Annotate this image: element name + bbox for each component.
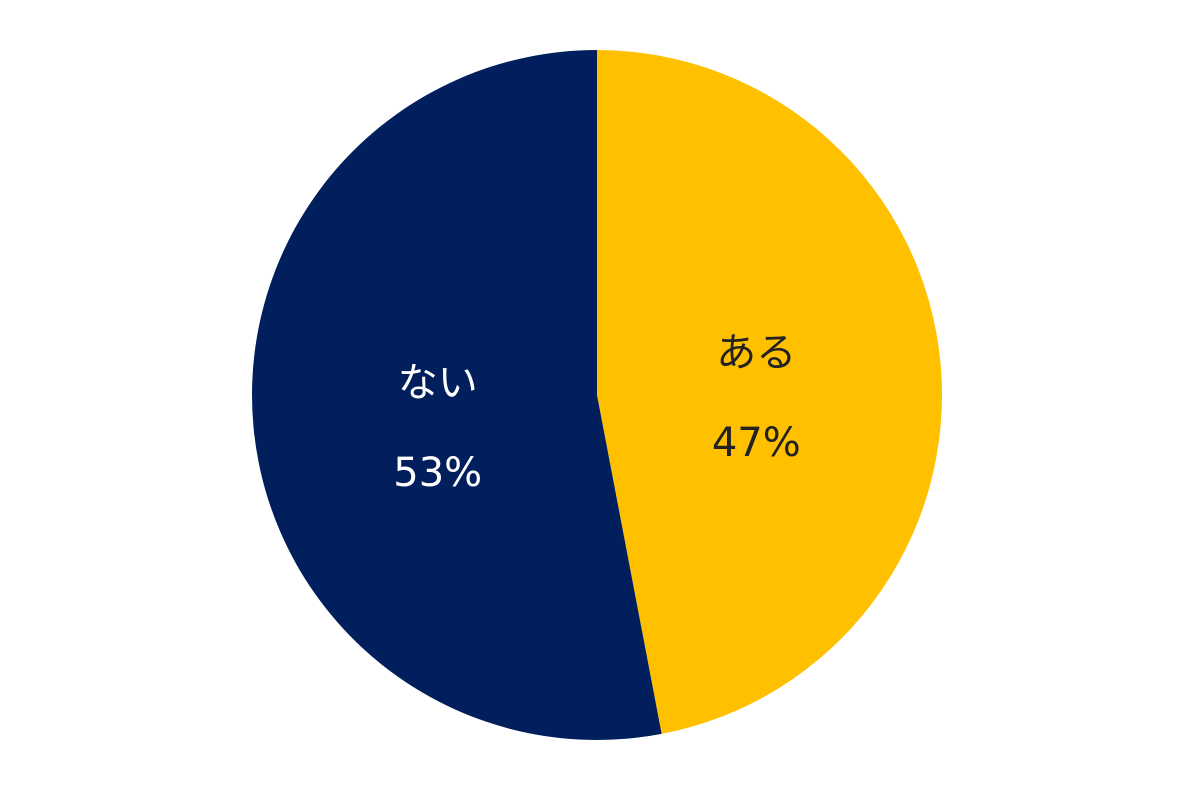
- pie-slice: [597, 50, 943, 734]
- slice-value-label: 53%: [393, 450, 482, 496]
- slice-value-label: 47%: [712, 420, 801, 466]
- slice-category-label: ある: [716, 330, 796, 376]
- pie-slice: [252, 50, 662, 740]
- slice-category-label: ない: [398, 360, 478, 406]
